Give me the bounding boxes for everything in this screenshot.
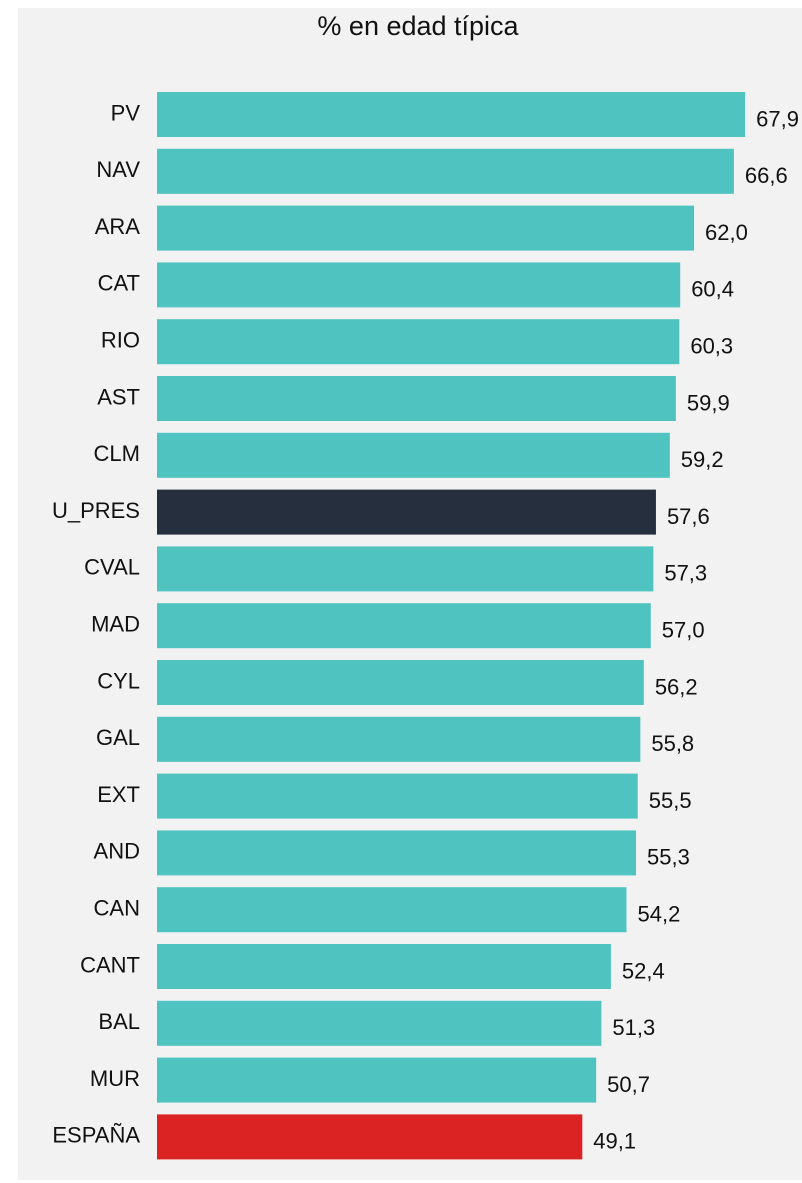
- y-tick-label: ESPAÑA: [52, 1123, 140, 1148]
- y-tick-label: MAD: [91, 612, 140, 637]
- bar: [157, 489, 656, 535]
- data-label: 51,3: [612, 1015, 655, 1040]
- y-tick-label: RIO: [101, 328, 140, 353]
- y-tick-label: AND: [94, 839, 140, 864]
- bar: [157, 603, 651, 649]
- bar: [157, 148, 734, 194]
- bar: [157, 773, 638, 819]
- y-tick-label: CAT: [98, 271, 140, 296]
- bar: [157, 546, 654, 592]
- y-tick-label: AST: [97, 384, 140, 409]
- data-label: 59,2: [681, 447, 724, 472]
- data-label: 57,6: [667, 504, 710, 529]
- y-tick-label: EXT: [97, 782, 140, 807]
- bar: [157, 716, 641, 762]
- data-label: 50,7: [607, 1072, 650, 1097]
- data-label: 57,3: [664, 561, 707, 586]
- y-tick-label: GAL: [96, 725, 140, 750]
- y-tick-label: U_PRES: [52, 498, 140, 523]
- y-tick-label: CYL: [97, 668, 140, 693]
- data-label: 59,9: [687, 390, 730, 415]
- y-tick-label: CLM: [94, 441, 140, 466]
- bar: [157, 660, 644, 705]
- data-label: 55,3: [647, 845, 690, 870]
- bar: [157, 830, 637, 876]
- bar: [157, 1057, 597, 1103]
- y-tick-label: MUR: [90, 1066, 140, 1091]
- y-tick-label: ARA: [95, 214, 141, 239]
- y-tick-label: NAV: [96, 157, 140, 182]
- data-label: 67,9: [756, 106, 799, 131]
- bar: [157, 262, 681, 308]
- bar: [157, 319, 680, 365]
- y-tick-label: CVAL: [84, 555, 140, 580]
- data-label: 54,2: [637, 902, 680, 927]
- y-tick-label: PV: [111, 100, 141, 125]
- data-label: 52,4: [622, 958, 665, 983]
- data-label: 60,3: [690, 334, 733, 359]
- bar: [157, 887, 627, 933]
- y-tick-label: CANT: [80, 952, 140, 977]
- data-label: 55,8: [651, 731, 694, 756]
- chart-title: % en edad típica: [317, 11, 519, 41]
- bar: [157, 376, 676, 421]
- data-label: 49,1: [593, 1129, 636, 1154]
- data-label: 56,2: [655, 674, 698, 699]
- data-label: 55,5: [649, 788, 692, 813]
- data-label: 60,4: [691, 277, 734, 302]
- bar: [157, 1000, 602, 1046]
- y-tick-label: BAL: [98, 1009, 140, 1034]
- bar: [157, 92, 746, 137]
- bar: [157, 1114, 583, 1160]
- data-label: 66,6: [745, 163, 788, 188]
- bar: [157, 432, 670, 478]
- y-tick-label: CAN: [94, 896, 140, 921]
- bar: [157, 944, 611, 989]
- bar: [157, 205, 695, 251]
- data-label: 57,0: [662, 618, 705, 643]
- data-label: 62,0: [705, 220, 748, 245]
